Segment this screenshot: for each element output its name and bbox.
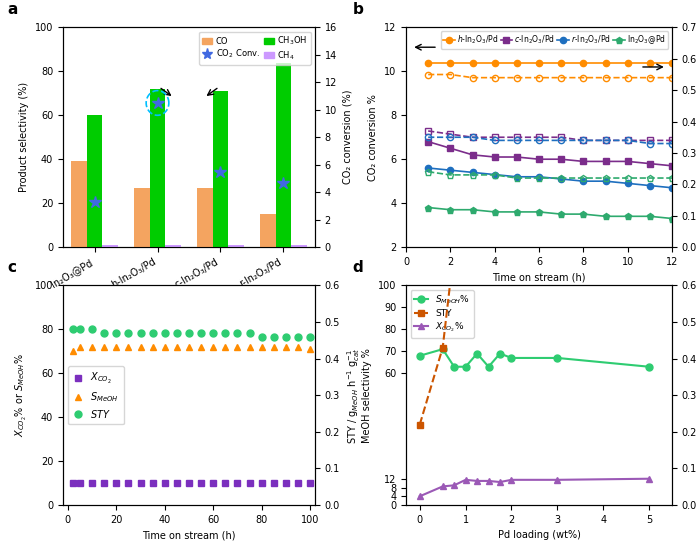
$S_{MeOH}$% bbox=[645, 363, 653, 370]
STY bbox=[473, 227, 482, 234]
$S_{MeOH}$% bbox=[553, 355, 561, 361]
Legend: $X_{CO_2}$, $S_{MeOH}$, $STY$: $X_{CO_2}$, $S_{MeOH}$, $STY$ bbox=[68, 366, 124, 424]
Y-axis label: $X_{CO_2}$% or $S_{MeOH}$%: $X_{CO_2}$% or $S_{MeOH}$% bbox=[14, 354, 29, 437]
STY bbox=[508, 216, 516, 223]
$X_{CO_2}$% bbox=[508, 477, 516, 483]
Text: c: c bbox=[8, 260, 17, 275]
Y-axis label: Product selectivity (%): Product selectivity (%) bbox=[20, 82, 29, 192]
Legend: $h$-In$_2$O$_3$/Pd, $c$-In$_2$O$_3$/Pd, $r$-In$_2$O$_3$/Pd, In$_2$O$_3$@Pd: $h$-In$_2$O$_3$/Pd, $c$-In$_2$O$_3$/Pd, … bbox=[441, 31, 668, 49]
$X_{CO_2}$% bbox=[416, 493, 424, 500]
$X_{CO_2}$% bbox=[496, 479, 504, 485]
Y-axis label: MeOH selectivity %: MeOH selectivity % bbox=[363, 348, 372, 442]
Line: $X_{CO_2}$%: $X_{CO_2}$% bbox=[416, 475, 652, 500]
$X_{CO_2}$% bbox=[450, 482, 459, 489]
Bar bbox=[71, 161, 87, 247]
Y-axis label: STY / g$_{MeOH}$ h$^{-1}$ g$^{-1}_{cat}$: STY / g$_{MeOH}$ h$^{-1}$ g$^{-1}_{cat}$ bbox=[346, 347, 363, 444]
STY bbox=[438, 344, 447, 351]
STY bbox=[496, 220, 504, 227]
Bar bbox=[134, 188, 150, 247]
STY bbox=[416, 421, 424, 428]
$X_{CO_2}$% bbox=[645, 475, 653, 482]
$X_{CO_2}$% bbox=[461, 477, 470, 483]
Text: d: d bbox=[353, 260, 363, 275]
$X_{CO_2}$% bbox=[473, 478, 482, 484]
Bar bbox=[165, 245, 181, 247]
$S_{MeOH}$% bbox=[473, 350, 482, 357]
Y-axis label: CO₂ conversion (%): CO₂ conversion (%) bbox=[343, 90, 353, 184]
$S_{MeOH}$% bbox=[416, 352, 424, 359]
Bar bbox=[87, 115, 102, 247]
Bar bbox=[276, 63, 291, 247]
STY bbox=[484, 212, 493, 219]
X-axis label: Time on stream (h): Time on stream (h) bbox=[492, 272, 586, 282]
Text: a: a bbox=[8, 2, 18, 17]
$X_{CO_2}$% bbox=[484, 478, 493, 484]
Bar bbox=[213, 91, 228, 247]
Bar bbox=[291, 245, 307, 247]
Bar bbox=[197, 188, 213, 247]
Text: b: b bbox=[353, 2, 364, 17]
X-axis label: Pd loading (wt%): Pd loading (wt%) bbox=[498, 530, 580, 540]
Bar bbox=[260, 214, 276, 247]
STY bbox=[450, 245, 459, 252]
Bar bbox=[102, 245, 118, 247]
$S_{MeOH}$% bbox=[508, 355, 516, 361]
Legend: CO, CO$_2$ Conv., CH$_3$OH, CH$_4$: CO, CO$_2$ Conv., CH$_3$OH, CH$_4$ bbox=[199, 32, 311, 65]
$X_{CO_2}$% bbox=[438, 483, 447, 490]
X-axis label: Time on stream (h): Time on stream (h) bbox=[142, 530, 236, 540]
$S_{MeOH}$% bbox=[496, 350, 504, 357]
STY bbox=[461, 231, 470, 238]
Line: $S_{MeOH}$%: $S_{MeOH}$% bbox=[416, 346, 652, 370]
Legend: $S_{MeOH}$%, STY, $X_{CO_2}$%: $S_{MeOH}$%, STY, $X_{CO_2}$% bbox=[410, 290, 474, 338]
Y-axis label: CO₂ conversion %: CO₂ conversion % bbox=[368, 94, 378, 181]
Bar bbox=[150, 89, 165, 247]
$S_{MeOH}$% bbox=[461, 363, 470, 370]
STY bbox=[553, 216, 561, 223]
$S_{MeOH}$% bbox=[450, 363, 459, 370]
$X_{CO_2}$% bbox=[553, 477, 561, 483]
Bar bbox=[228, 245, 244, 247]
$S_{MeOH}$% bbox=[484, 363, 493, 370]
$S_{MeOH}$% bbox=[438, 346, 447, 352]
Line: STY: STY bbox=[416, 212, 652, 428]
STY bbox=[645, 212, 653, 219]
